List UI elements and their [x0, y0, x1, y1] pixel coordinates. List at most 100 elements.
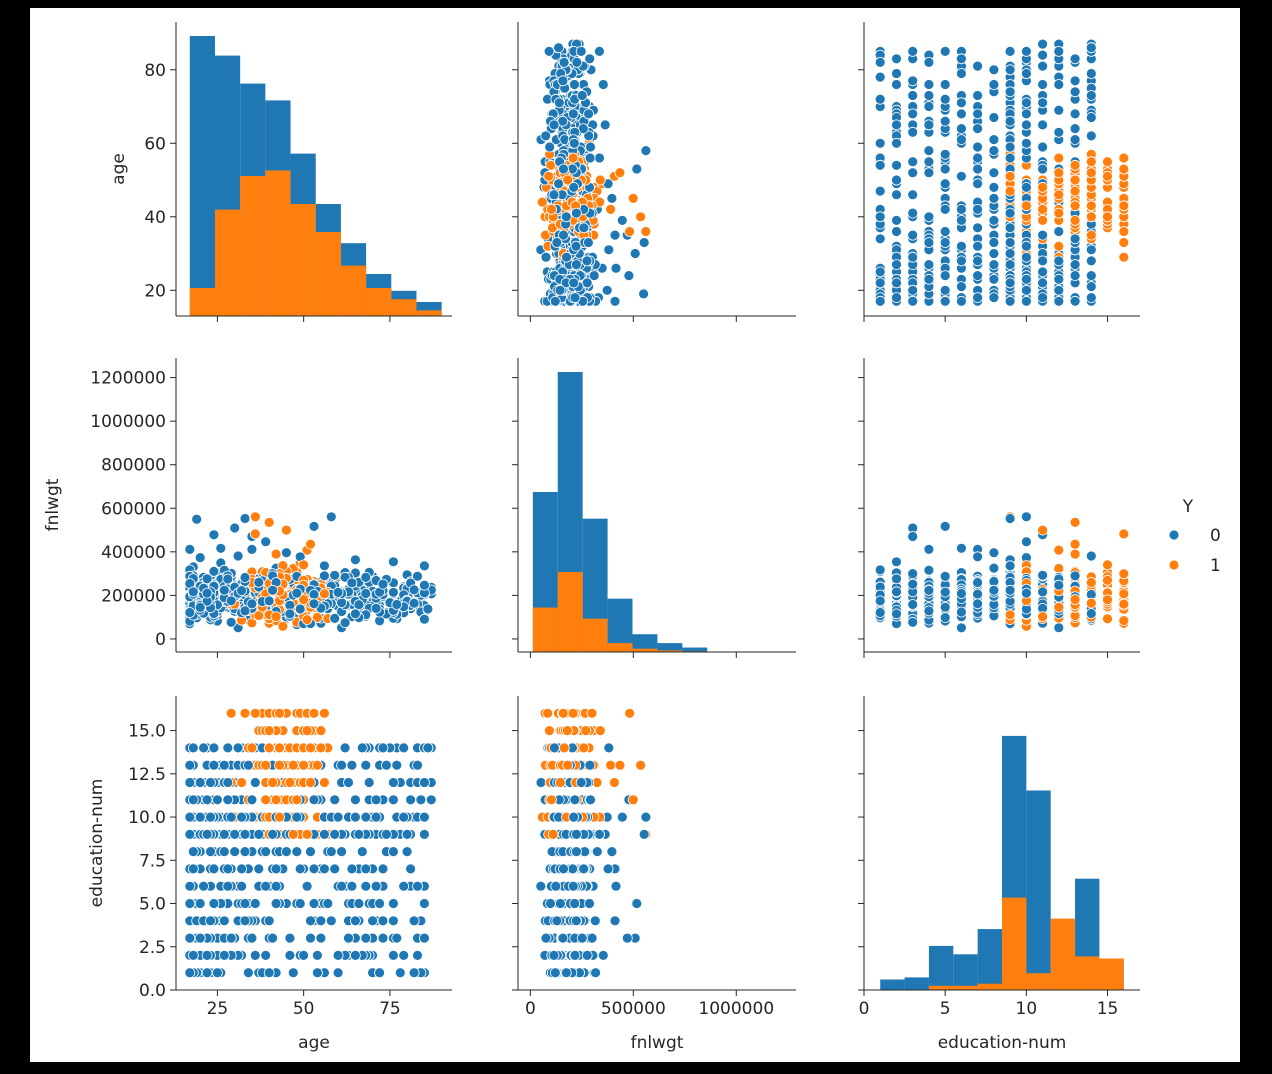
- point-education-num-fnlwgt-897: [891, 586, 902, 598]
- point-age-education-num-555: [360, 932, 372, 944]
- point-age-education-num-575: [398, 880, 410, 892]
- point-education-num-fnlwgt-746: [891, 573, 902, 585]
- point-age-education-num-780: [287, 829, 299, 840]
- point-age-fnlwgt-808: [349, 608, 361, 620]
- point-education-num-age-852: [1004, 170, 1016, 182]
- point-education-num-age-773: [1037, 292, 1048, 304]
- point-education-num-age-817: [1069, 185, 1081, 197]
- point-fnlwgt-age-446: [631, 163, 643, 175]
- point-education-num-age-884: [891, 189, 902, 201]
- point-age-education-num-818: [398, 811, 410, 823]
- point-age-education-num-858: [222, 794, 234, 806]
- y-tick-label: 600000: [101, 499, 166, 519]
- point-education-num-age-506: [891, 259, 902, 271]
- point-education-num-age-516: [988, 292, 1000, 304]
- hist-bar-age-series1-8: [391, 299, 417, 316]
- point-age-education-num-862: [370, 794, 382, 806]
- point-age-education-num-837: [422, 742, 434, 754]
- point-education-num-age-734: [939, 178, 951, 190]
- point-age-education-num-368: [387, 777, 399, 788]
- point-age-education-num-615: [184, 898, 196, 909]
- point-education-num-age-14: [907, 156, 919, 168]
- point-education-num-age-472: [1085, 292, 1097, 304]
- point-fnlwgt-education-num-136: [609, 777, 620, 788]
- point-age-education-num-597: [236, 777, 248, 788]
- point-education-num-age-853: [1053, 167, 1065, 179]
- point-age-education-num-861: [332, 950, 344, 961]
- point-fnlwgt-age-889: [571, 259, 582, 271]
- point-education-num-fnlwgt-448: [923, 544, 935, 555]
- point-fnlwgt-age-754: [544, 141, 556, 153]
- point-education-num-age-633: [891, 226, 902, 237]
- point-age-education-num-685: [249, 777, 261, 788]
- point-education-num-age-820: [907, 126, 919, 138]
- point-fnlwgt-age-862: [553, 97, 565, 109]
- point-education-num-fnlwgt-708: [1004, 513, 1016, 524]
- point-age-education-num-880: [374, 898, 386, 909]
- point-education-num-age-637: [1069, 259, 1081, 271]
- point-education-num-fnlwgt-391: [988, 562, 1000, 574]
- point-age-fnlwgt-698: [418, 613, 430, 625]
- point-age-education-num-787: [205, 846, 216, 857]
- point-fnlwgt-age-860: [567, 152, 579, 164]
- point-age-education-num-601: [301, 880, 313, 892]
- point-education-num-fnlwgt-77: [956, 622, 967, 634]
- point-fnlwgt-age-470: [594, 174, 606, 186]
- point-education-num-age-652: [956, 295, 967, 307]
- point-education-num-fnlwgt-701: [1118, 598, 1130, 610]
- point-age-education-num-553: [325, 846, 337, 857]
- point-age-education-num-502: [343, 777, 354, 788]
- point-age-education-num-872: [263, 725, 275, 736]
- point-education-num-age-871: [907, 75, 919, 87]
- point-education-num-age-746: [891, 277, 902, 289]
- point-age-fnlwgt-448: [246, 544, 258, 555]
- point-education-num-age-840: [1021, 273, 1032, 285]
- point-fnlwgt-age-693: [583, 108, 594, 120]
- point-age-education-num-747: [184, 811, 196, 823]
- point-age-education-num-857: [205, 915, 216, 927]
- point-age-fnlwgt-732: [225, 616, 237, 628]
- hist-bar-age-series1-1: [214, 209, 241, 316]
- point-fnlwgt-age-698: [543, 46, 555, 57]
- point-age-education-num-816: [184, 829, 196, 840]
- point-age-education-num-579: [360, 863, 372, 875]
- point-age-fnlwgt-475: [249, 528, 261, 540]
- point-education-num-age-618: [923, 119, 935, 131]
- point-age-fnlwgt-894: [201, 587, 213, 599]
- point-age-education-num-641: [387, 794, 399, 806]
- point-education-num-age-778: [874, 266, 886, 278]
- point-age-fnlwgt-754: [329, 613, 341, 624]
- point-age-education-num-840: [205, 811, 216, 823]
- point-age-education-num-509: [356, 742, 368, 754]
- point-age-fnlwgt-881: [280, 547, 292, 559]
- point-education-num-age-641: [1037, 79, 1048, 90]
- point-education-num-age-723: [1085, 130, 1097, 142]
- point-education-num-fnlwgt-884: [891, 608, 902, 620]
- y-tick-label: 0.0: [139, 981, 166, 1001]
- point-age-fnlwgt-498: [191, 513, 203, 525]
- point-education-num-age-725: [1085, 255, 1097, 267]
- point-age-fnlwgt-648: [346, 577, 358, 589]
- point-education-num-age-749: [874, 277, 886, 289]
- y-tick-label: 200000: [101, 586, 166, 606]
- point-education-num-age-838: [874, 185, 886, 197]
- point-education-num-age-701: [1118, 251, 1130, 263]
- point-age-education-num-810: [208, 759, 220, 771]
- point-age-education-num-743: [236, 863, 248, 875]
- point-age-education-num-849: [225, 811, 237, 823]
- point-education-num-age-173: [972, 90, 983, 101]
- point-education-num-age-822: [988, 79, 1000, 90]
- point-education-num-age-847: [1021, 46, 1032, 57]
- point-age-fnlwgt-155: [260, 536, 272, 548]
- point-fnlwgt-education-num-188: [605, 759, 616, 771]
- point-fnlwgt-education-num-155: [616, 811, 628, 823]
- point-age-education-num-461: [239, 707, 251, 719]
- point-education-num-age-873: [1069, 214, 1081, 226]
- point-age-education-num-855: [408, 915, 420, 927]
- point-education-num-age-762: [1004, 115, 1016, 127]
- point-education-num-age-563: [939, 79, 951, 90]
- hist-bar-age-series1-6: [340, 265, 367, 316]
- point-age-education-num-797: [218, 915, 230, 927]
- point-age-education-num-792: [267, 932, 279, 944]
- point-age-education-num-887: [184, 967, 196, 979]
